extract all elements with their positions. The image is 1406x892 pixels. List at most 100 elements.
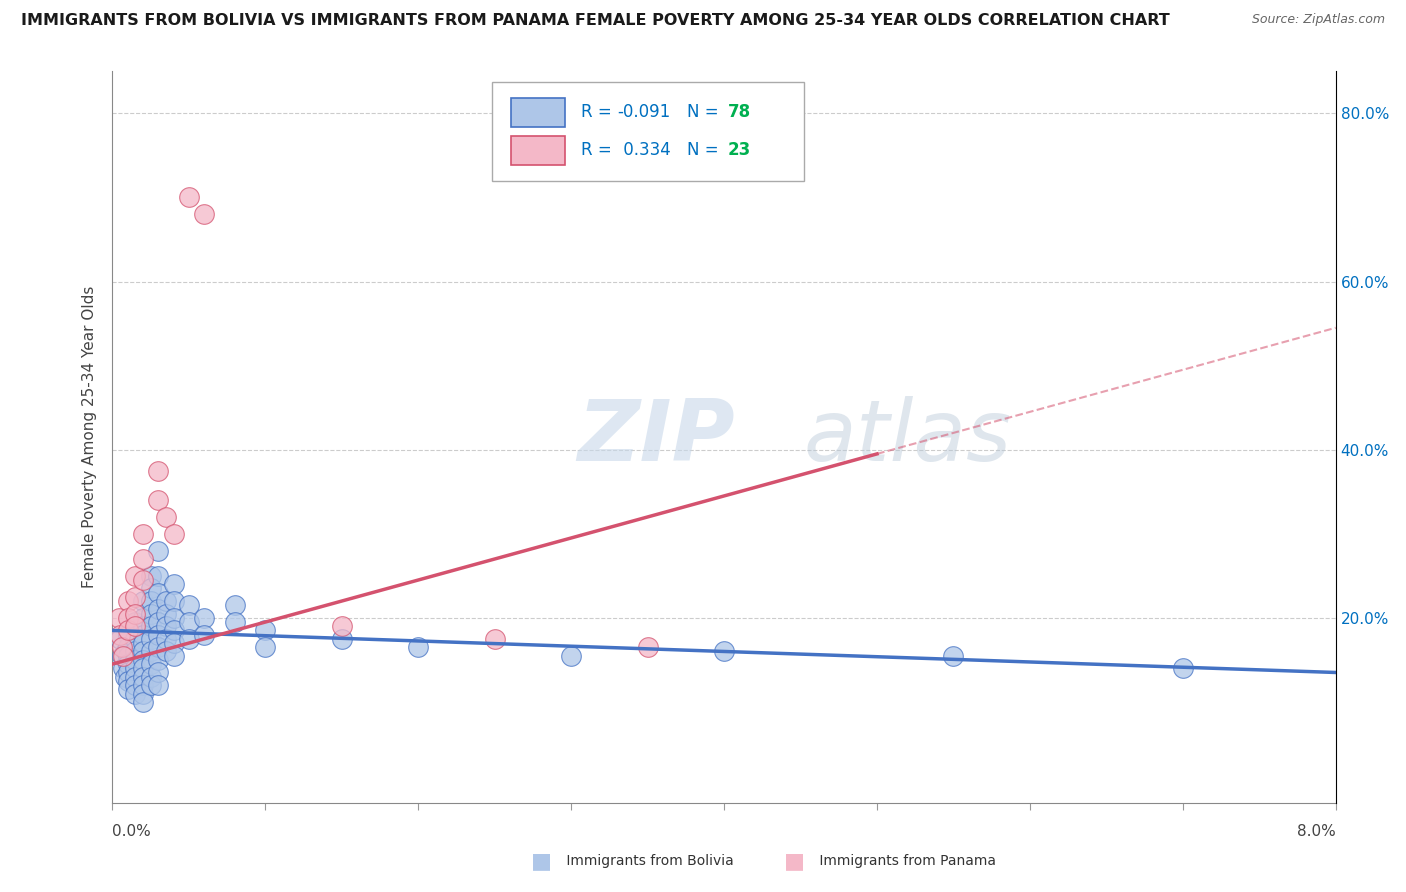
Point — [155, 607, 177, 621]
Point — [117, 627, 139, 641]
Point — [124, 653, 146, 667]
Point — [132, 594, 155, 608]
Point — [163, 611, 186, 625]
Point — [124, 569, 146, 583]
Point — [132, 653, 155, 667]
Y-axis label: Female Poverty Among 25-34 Year Olds: Female Poverty Among 25-34 Year Olds — [82, 286, 97, 588]
Point — [139, 619, 162, 633]
Point — [107, 611, 129, 625]
Point — [117, 611, 139, 625]
Point — [139, 644, 162, 658]
Point — [163, 594, 186, 608]
Point — [163, 526, 186, 541]
Point — [124, 678, 146, 692]
Point — [117, 648, 139, 663]
Point — [163, 624, 186, 638]
Point — [408, 640, 430, 655]
Point — [112, 661, 135, 675]
Point — [132, 686, 155, 700]
Point — [112, 648, 135, 663]
Point — [148, 493, 170, 508]
Point — [148, 653, 170, 667]
Point — [124, 615, 146, 629]
Point — [637, 640, 659, 655]
Text: 8.0%: 8.0% — [1296, 823, 1336, 838]
Point — [148, 543, 170, 558]
Point — [254, 640, 277, 655]
Point — [115, 644, 138, 658]
Point — [155, 594, 177, 608]
Point — [139, 678, 162, 692]
Point — [148, 627, 170, 641]
Point — [139, 607, 162, 621]
Point — [124, 686, 146, 700]
Point — [155, 632, 177, 646]
Point — [132, 661, 155, 675]
Point — [177, 632, 200, 646]
Text: R =: R = — [581, 103, 617, 121]
Point — [132, 619, 155, 633]
Point — [124, 619, 146, 633]
Point — [148, 665, 170, 680]
Point — [193, 611, 215, 625]
Point — [155, 619, 177, 633]
Point — [148, 602, 170, 616]
FancyBboxPatch shape — [512, 98, 565, 127]
Point — [224, 599, 246, 613]
Point — [139, 594, 162, 608]
Point — [177, 615, 200, 629]
Point — [163, 577, 186, 591]
Point — [124, 661, 146, 675]
Point — [132, 552, 155, 566]
Point — [148, 464, 170, 478]
Point — [484, 632, 506, 646]
Point — [193, 207, 215, 221]
Point — [163, 636, 186, 650]
Text: Immigrants from Panama: Immigrants from Panama — [815, 854, 997, 868]
Point — [114, 670, 136, 684]
Point — [117, 624, 139, 638]
FancyBboxPatch shape — [492, 82, 804, 181]
Point — [124, 670, 146, 684]
Text: N =: N = — [688, 141, 724, 160]
Text: 0.334: 0.334 — [617, 141, 671, 160]
Point — [193, 627, 215, 641]
Point — [124, 590, 146, 604]
Point — [132, 627, 155, 641]
Point — [108, 627, 131, 641]
Point — [117, 682, 139, 697]
Text: Immigrants from Bolivia: Immigrants from Bolivia — [562, 854, 734, 868]
Point — [942, 648, 965, 663]
Point — [148, 585, 170, 599]
Point — [177, 190, 200, 204]
Point — [163, 648, 186, 663]
Point — [132, 695, 155, 709]
Point — [111, 640, 134, 655]
Point — [108, 632, 131, 646]
Text: 23: 23 — [728, 141, 751, 160]
Point — [132, 678, 155, 692]
Point — [330, 632, 353, 646]
Point — [132, 670, 155, 684]
Text: ■: ■ — [531, 851, 551, 871]
Point — [330, 619, 353, 633]
Point — [139, 632, 162, 646]
Text: ■: ■ — [785, 851, 804, 871]
FancyBboxPatch shape — [512, 136, 565, 165]
Point — [117, 673, 139, 688]
Point — [117, 657, 139, 671]
Point — [148, 615, 170, 629]
Point — [254, 624, 277, 638]
Point — [148, 569, 170, 583]
Text: -0.091: -0.091 — [617, 103, 671, 121]
Point — [224, 615, 246, 629]
Point — [139, 569, 162, 583]
Point — [132, 573, 155, 587]
Text: R =: R = — [581, 141, 623, 160]
Point — [139, 582, 162, 596]
Point — [177, 599, 200, 613]
Point — [139, 657, 162, 671]
Text: 0.0%: 0.0% — [112, 823, 152, 838]
Point — [117, 665, 139, 680]
Point — [560, 648, 582, 663]
